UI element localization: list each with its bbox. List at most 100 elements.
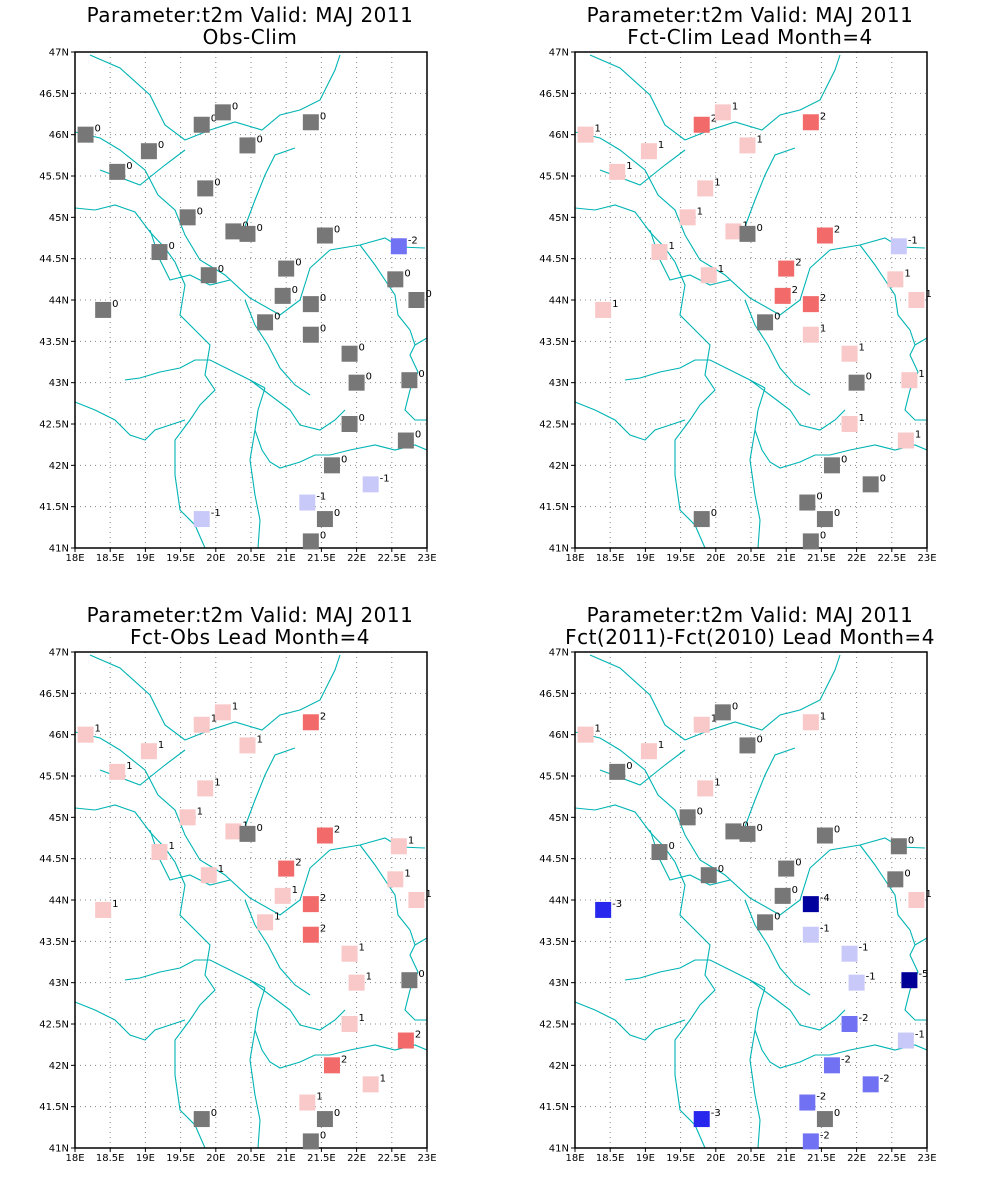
station-value: 0 — [834, 1108, 840, 1119]
x-tick-label: 18E — [565, 1153, 584, 1164]
border-line — [739, 747, 796, 841]
station-marker — [816, 227, 833, 244]
border-line — [359, 244, 427, 421]
station-marker — [397, 432, 414, 449]
y-tick-label: 43.5N — [39, 337, 69, 348]
station-value: 0 — [274, 311, 280, 322]
station-value: 2 — [792, 285, 798, 296]
y-tick-label: 41N — [49, 544, 69, 555]
station-marker — [890, 238, 907, 255]
station-value: 0 — [415, 430, 421, 441]
station-marker — [408, 292, 425, 308]
station-marker — [197, 180, 214, 197]
station-marker — [908, 892, 925, 908]
station-marker — [302, 114, 319, 131]
border-line — [124, 959, 266, 989]
station-value: -3 — [711, 1108, 721, 1119]
panel-title: Parameter:t2m Valid: MAJ 2011 — [586, 3, 914, 27]
station-marker — [197, 780, 214, 797]
panel-fct-clim: Parameter:t2m Valid: MAJ 2011 Fct-Clim L… — [500, 0, 980, 590]
station-value: 0 — [880, 473, 886, 484]
y-tick-label: 45N — [49, 813, 69, 824]
x-tick-label: 19E — [636, 1153, 655, 1164]
station-marker — [323, 457, 340, 474]
station-marker — [179, 209, 196, 226]
y-tick-label: 45.5N — [539, 772, 569, 783]
station-value: 0 — [211, 1108, 217, 1119]
border-line — [359, 844, 427, 1021]
station-marker — [862, 1076, 879, 1093]
station-value: 1 — [925, 289, 931, 300]
station-value: 2 — [295, 858, 301, 869]
station-value: 0 — [904, 868, 910, 879]
station-value: 0 — [112, 299, 118, 310]
station-value: 1 — [211, 714, 217, 725]
station-value: -2 — [859, 1013, 869, 1024]
station-value: -2 — [841, 1054, 851, 1065]
station-marker — [140, 743, 157, 760]
y-tick-label: 45.5N — [39, 172, 69, 183]
x-tick-label: 20E — [706, 1153, 725, 1164]
panel-subtitle: Obs-Clim — [202, 25, 298, 49]
station-marker — [278, 260, 295, 277]
station-marker — [862, 476, 879, 493]
station-marker — [774, 287, 791, 304]
station-marker — [387, 271, 404, 288]
border-line — [89, 54, 341, 141]
station-marker — [239, 137, 256, 154]
border-line — [239, 147, 296, 241]
station-value: -2 — [408, 235, 418, 246]
panel-fct-obs: Parameter:t2m Valid: MAJ 2011 Fct-Obs Le… — [0, 600, 480, 1190]
station-value: 0 — [756, 734, 762, 745]
y-tick-label: 46N — [549, 730, 569, 741]
panel-subtitle: Fct-Clim Lead Month=4 — [627, 25, 873, 49]
x-tick-label: 18.5E — [596, 1153, 625, 1164]
border-line — [859, 244, 927, 421]
y-tick-label: 46N — [49, 130, 69, 141]
station-value: 0 — [214, 177, 220, 188]
station-value: -1 — [866, 972, 876, 983]
station-value: 0 — [334, 225, 340, 236]
border-line — [174, 261, 216, 549]
station-marker — [816, 511, 833, 528]
station-marker — [609, 763, 626, 780]
station-value: 0 — [756, 823, 762, 834]
station-value: 0 — [834, 508, 840, 519]
border-line — [74, 1001, 186, 1041]
station-marker — [679, 809, 696, 826]
y-tick-label: 41.5N — [39, 1102, 69, 1113]
border-line — [859, 844, 927, 1021]
station-value: 0 — [668, 841, 674, 852]
station-marker — [348, 374, 365, 391]
y-tick-label: 42N — [549, 1061, 569, 1072]
station-marker — [841, 345, 858, 362]
y-tick-label: 43.5N — [39, 937, 69, 948]
station-marker — [225, 823, 242, 840]
station-marker — [802, 296, 819, 313]
station-marker — [725, 223, 742, 240]
station-value: 1 — [292, 885, 298, 896]
station-value: 1 — [756, 134, 762, 145]
border-line — [414, 337, 428, 346]
station-marker — [841, 945, 858, 962]
station-value: 1 — [595, 124, 601, 135]
x-tick-label: 22.5E — [878, 553, 907, 564]
station-value: 1 — [732, 101, 738, 112]
station-value: 0 — [168, 241, 174, 252]
station-marker — [200, 267, 217, 284]
border-line — [754, 987, 928, 1069]
station-value: -1 — [820, 924, 830, 935]
x-tick-label: 19E — [136, 1153, 155, 1164]
station-value: 1 — [359, 1013, 365, 1024]
station-value: 1 — [904, 268, 910, 279]
y-tick-label: 42N — [49, 1061, 69, 1072]
x-tick-label: 18.5E — [596, 553, 625, 564]
border-line — [244, 899, 311, 996]
panel-subtitle: Fct(2011)-Fct(2010) Lead Month=4 — [565, 625, 935, 649]
station-marker — [693, 511, 710, 528]
station-value: 0 — [756, 223, 762, 234]
station-marker — [274, 887, 291, 904]
panel-subtitle: Fct-Obs Lead Month=4 — [130, 625, 370, 649]
x-tick-label: 20.5E — [237, 553, 266, 564]
station-value: 1 — [95, 724, 101, 735]
